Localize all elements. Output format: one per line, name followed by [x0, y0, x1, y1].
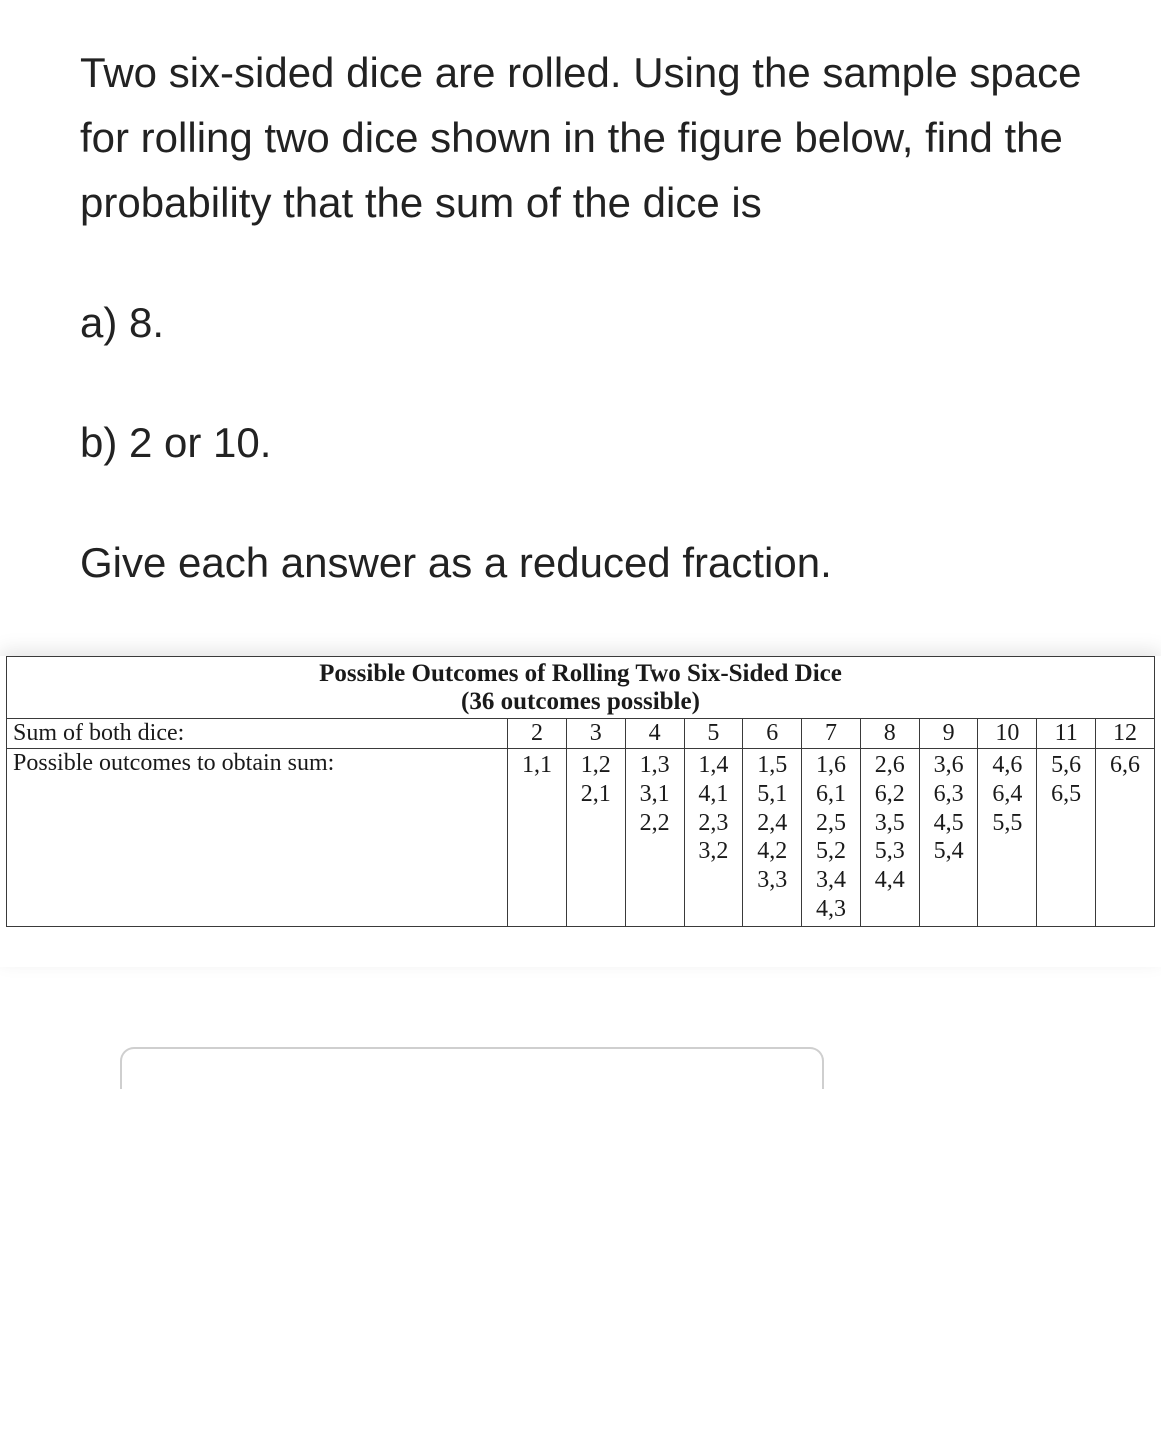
- outcomes-cell: 1,44,12,33,2: [684, 749, 743, 927]
- outcome-pair: 4,1: [698, 780, 728, 809]
- outcome-pair: 6,5: [1051, 780, 1081, 809]
- outcome-pair: 6,6: [1110, 751, 1140, 780]
- answer-input-frame[interactable]: [120, 1047, 824, 1089]
- outcome-pair: 6,3: [934, 780, 964, 809]
- outcome-pair: 1,2: [581, 751, 611, 780]
- sum-cell: 3: [566, 719, 625, 749]
- outcome-pair: 6,1: [816, 780, 846, 809]
- outcome-pair: 2,6: [875, 751, 905, 780]
- outcome-pair: 2,2: [640, 809, 670, 838]
- outcome-pair: 5,5: [992, 809, 1022, 838]
- sum-cell: 10: [978, 719, 1037, 749]
- outcomes-cell: 1,1: [508, 749, 567, 927]
- outcome-pair: 3,1: [640, 780, 670, 809]
- outcome-pair: 1,3: [640, 751, 670, 780]
- outcomes-cell: 1,66,12,55,23,44,3: [802, 749, 861, 927]
- outcome-pair: 1,6: [816, 751, 846, 780]
- sum-cell: 11: [1037, 719, 1096, 749]
- outcomes-row-label: Possible outcomes to obtain sum:: [7, 749, 508, 927]
- sum-cell: 12: [1096, 719, 1155, 749]
- outcome-pair: 2,1: [581, 780, 611, 809]
- outcome-pair: 5,3: [875, 837, 905, 866]
- page: Two six-sided dice are rolled. Using the…: [0, 0, 1161, 1089]
- outcome-pair: 4,2: [757, 837, 787, 866]
- outcome-pair: 2,4: [757, 809, 787, 838]
- outcomes-cell: 2,66,23,55,34,4: [860, 749, 919, 927]
- sum-row-label: Sum of both dice:: [7, 719, 508, 749]
- outcome-pair: 2,5: [816, 809, 846, 838]
- question-closing: Give each answer as a reduced fraction.: [80, 530, 1101, 595]
- outcome-pair: 4,3: [816, 895, 846, 924]
- outcomes-cell: 1,33,12,2: [625, 749, 684, 927]
- question-part-b: b) 2 or 10.: [80, 410, 1101, 475]
- outcome-pair: 2,3: [698, 809, 728, 838]
- outcome-pair: 5,6: [1051, 751, 1081, 780]
- outcome-pair: 3,4: [816, 866, 846, 895]
- sum-cell: 8: [860, 719, 919, 749]
- outcomes-table: Possible Outcomes of Rolling Two Six-Sid…: [6, 656, 1155, 927]
- table-title-line1: Possible Outcomes of Rolling Two Six-Sid…: [319, 660, 842, 687]
- outcome-pair: 4,5: [934, 809, 964, 838]
- sum-cell: 9: [919, 719, 978, 749]
- outcome-pair: 6,2: [875, 780, 905, 809]
- outcome-pair: 5,1: [757, 780, 787, 809]
- outcomes-cell: 3,66,34,55,4: [919, 749, 978, 927]
- sum-cell: 6: [743, 719, 802, 749]
- question-intro: Two six-sided dice are rolled. Using the…: [80, 40, 1101, 235]
- sum-cell: 4: [625, 719, 684, 749]
- outcome-pair: 3,3: [757, 866, 787, 895]
- outcome-pair: 1,5: [757, 751, 787, 780]
- sum-row: Sum of both dice: 2 3 4 5 6 7 8 9 10 11 …: [7, 719, 1155, 749]
- outcome-pair: 6,4: [992, 780, 1022, 809]
- outcomes-cell: 6,6: [1096, 749, 1155, 927]
- outcomes-cell: 5,66,5: [1037, 749, 1096, 927]
- question-block: Two six-sided dice are rolled. Using the…: [0, 0, 1161, 656]
- outcome-pair: 4,6: [992, 751, 1022, 780]
- outcomes-cell: 4,66,45,5: [978, 749, 1037, 927]
- outcome-pair: 3,6: [934, 751, 964, 780]
- outcome-pair: 3,5: [875, 809, 905, 838]
- outcome-pair: 1,1: [522, 751, 552, 780]
- sum-cell: 2: [508, 719, 567, 749]
- table-title: Possible Outcomes of Rolling Two Six-Sid…: [7, 656, 1155, 719]
- outcomes-cell: 1,55,12,44,23,3: [743, 749, 802, 927]
- sum-cell: 5: [684, 719, 743, 749]
- outcome-pair: 5,2: [816, 837, 846, 866]
- sum-cell: 7: [802, 719, 861, 749]
- outcomes-figure: Possible Outcomes of Rolling Two Six-Sid…: [0, 656, 1161, 967]
- outcomes-row: Possible outcomes to obtain sum: 1,1 1,2…: [7, 749, 1155, 927]
- outcome-pair: 4,4: [875, 866, 905, 895]
- outcome-pair: 5,4: [934, 837, 964, 866]
- outcomes-cell: 1,22,1: [566, 749, 625, 927]
- table-title-line2: (36 outcomes possible): [461, 688, 700, 715]
- question-part-a: a) 8.: [80, 290, 1101, 355]
- outcome-pair: 3,2: [698, 837, 728, 866]
- outcome-pair: 1,4: [698, 751, 728, 780]
